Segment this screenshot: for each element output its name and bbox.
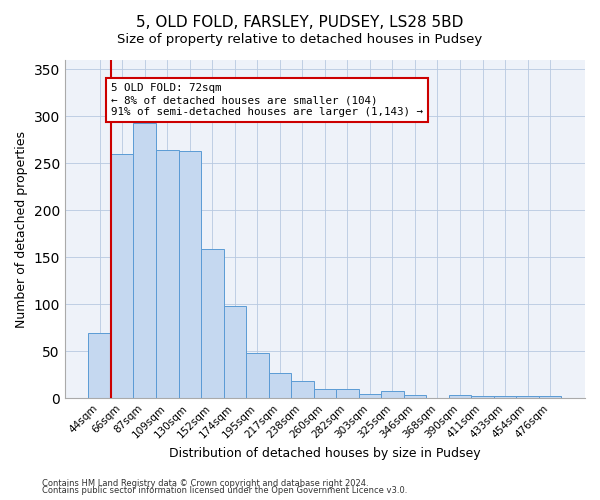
Bar [224, 306, 246, 398]
Bar [111, 154, 133, 398]
Text: Contains public sector information licensed under the Open Government Licence v3: Contains public sector information licen… [42, 486, 407, 495]
Bar [404, 394, 426, 398]
Text: 5, OLD FOLD, FARSLEY, PUDSEY, LS28 5BD: 5, OLD FOLD, FARSLEY, PUDSEY, LS28 5BD [136, 15, 464, 30]
Text: Contains HM Land Registry data © Crown copyright and database right 2024.: Contains HM Land Registry data © Crown c… [42, 478, 368, 488]
Bar [494, 396, 517, 398]
Bar [471, 396, 494, 398]
Bar [88, 334, 111, 398]
Bar [246, 353, 269, 399]
Bar [449, 394, 471, 398]
Bar [314, 389, 336, 398]
Y-axis label: Number of detached properties: Number of detached properties [15, 130, 28, 328]
Bar [156, 150, 179, 398]
Bar [179, 151, 201, 398]
Bar [381, 391, 404, 398]
Text: 5 OLD FOLD: 72sqm
← 8% of detached houses are smaller (104)
91% of semi-detached: 5 OLD FOLD: 72sqm ← 8% of detached house… [111, 84, 423, 116]
Bar [359, 394, 381, 398]
Bar [269, 373, 291, 398]
Bar [133, 123, 156, 398]
Bar [539, 396, 562, 398]
Bar [201, 249, 224, 398]
Text: Size of property relative to detached houses in Pudsey: Size of property relative to detached ho… [118, 32, 482, 46]
X-axis label: Distribution of detached houses by size in Pudsey: Distribution of detached houses by size … [169, 447, 481, 460]
Bar [291, 382, 314, 398]
Bar [336, 389, 359, 398]
Bar [517, 396, 539, 398]
